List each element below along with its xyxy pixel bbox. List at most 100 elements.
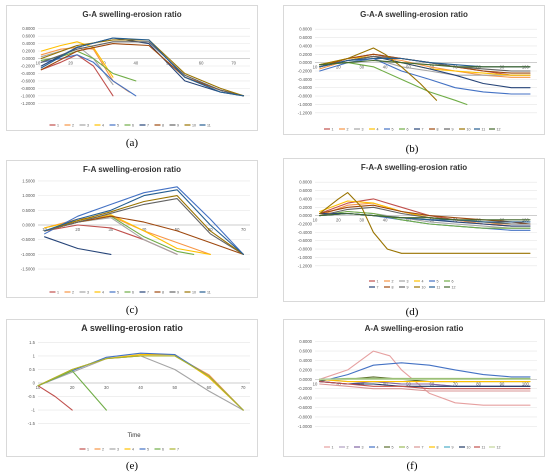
y-tick-label: -1.0000 [298,424,313,429]
series-line-5 [319,57,531,95]
series-line-11 [40,37,245,97]
legend-label: 6 [132,291,134,295]
legend-label: 2 [347,446,349,450]
legend-label: 2 [347,128,349,132]
y-tick-label: 0.6000 [299,349,312,354]
y-tick-label: -1 [31,408,35,413]
y-tick-label: -0.6000 [298,85,313,90]
x-tick-label: 30 [359,218,364,223]
x-tick-label: 60 [199,61,204,66]
y-tick-label: -1.5 [28,421,36,426]
legend-label: 11 [437,286,441,290]
y-tick-label: -1.0000 [21,252,36,257]
y-tick-label: -1.5000 [21,267,36,272]
legend-label: 3 [362,128,364,132]
legend-label: 6 [162,448,164,452]
legend-label: 7 [147,124,149,128]
x-tick-label: 40 [383,381,388,386]
y-tick-label: -0.5 [28,394,36,399]
chart-frame [283,319,545,457]
y-tick-label: 0.0000 [22,56,35,61]
y-tick-label: -1.2000 [298,263,313,268]
chart-title: F-A-A swelling-erosion ratio [361,163,467,172]
chart-f: A-A swelling-erosion ratio 0.8000 0.6000 0.… [283,319,545,457]
chart-panel-f: A-A swelling-erosion ratio 0.8000 0.6000 0.… [283,319,545,457]
y-tick-label: -0.4000 [298,77,313,82]
y-tick-label: -0.8000 [298,94,313,99]
legend-label: 3 [87,291,89,295]
x-tick-label: 20 [336,381,341,386]
legend-label: 4 [132,448,134,452]
x-tick-label: 50 [172,385,177,390]
chart-title: F-A swelling-erosion ratio [83,165,181,174]
x-tick-label: 40 [383,65,388,70]
series-line-11 [319,381,531,390]
legend-label: 8 [162,291,164,295]
x-tick-label: 10 [313,381,318,386]
legend-label: 8 [437,446,439,450]
x-tick-label: 20 [336,65,341,70]
x-tick-label: 60 [208,227,213,232]
x-tick-label: 50 [406,218,411,223]
y-tick-label: -1.0000 [21,93,36,98]
legend-label: 3 [407,280,409,284]
legend-label: 9 [452,446,454,450]
y-tick-label: 0.4000 [299,43,312,48]
x-tick-label: 40 [138,385,143,390]
x-tick-label: 70 [453,381,458,386]
x-tick-label: 30 [109,227,114,232]
y-tick-label: 0.6000 [299,35,312,40]
legend-label: 1 [332,446,334,450]
legend-label: 5 [117,291,119,295]
y-tick-label: 0.8000 [299,180,312,185]
legend-label: 11 [207,291,211,295]
series-line-11 [44,189,244,255]
x-tick-label: 20 [70,385,75,390]
legend-label: 2 [102,448,104,452]
x-axis-label: Time [127,433,141,439]
legend-label: 8 [392,286,394,290]
legend-label: 8 [437,128,439,132]
legend-label: 7 [422,128,424,132]
chart-panel-c: F-A swelling-erosion ratio 1.5000 1.0000 0.… [6,160,258,298]
y-tick-label: 0.2000 [299,205,312,210]
chart-b: G-A-A swelling-erosion ratio 0.8000 0.6000… [283,5,545,135]
legend-label: 4 [102,291,104,295]
y-tick-label: 0.0000 [22,223,35,228]
x-tick-label: 80 [476,381,481,386]
y-tick-label: -0.4000 [298,230,313,235]
x-tick-label: 20 [336,218,341,223]
x-tick-label: 10 [313,65,318,70]
series-line-7 [37,355,244,411]
legend-label: 10 [192,124,196,128]
y-tick-label: -0.2000 [298,69,313,74]
x-tick-label: 40 [383,218,388,223]
y-tick-label: 0.4000 [299,358,312,363]
y-tick-label: 1.0000 [22,193,35,198]
y-tick-label: 1 [33,353,36,358]
legend-label: 1 [377,280,379,284]
legend-label: 7 [377,286,379,290]
y-tick-label: 0.0000 [299,60,312,65]
chart-panel-a: G-A swelling-erosion ratio 0.8000 0.6000 0.… [6,5,258,131]
y-tick-label: 0.6000 [22,34,35,39]
y-tick-label: -0.2000 [298,386,313,391]
legend-label: 1 [57,124,59,128]
x-tick-label: 90 [500,381,505,386]
y-tick-label: -0.8000 [298,247,313,252]
panel-label-f: (f) [406,460,418,472]
chart-title: G-A swelling-erosion ratio [82,10,181,19]
chart-title: A swelling-erosion ratio [81,323,183,333]
y-tick-label: 1.5 [29,340,35,345]
legend-label: 9 [407,286,409,290]
x-tick-label: 40 [134,61,139,66]
series-line-5 [44,186,244,255]
legend-label: 12 [497,128,501,132]
chart-e: A swelling-erosion ratio 1.5 1 0.5 0 -0.5 -1 -1… [6,319,258,457]
y-tick-label: 0.0000 [299,213,312,218]
y-tick-label: -0.2000 [298,222,313,227]
legend-label: 1 [57,291,59,295]
chart-a: G-A swelling-erosion ratio 0.8000 0.6000 0.… [6,5,258,131]
legend-label: 7 [147,291,149,295]
legend-label: 2 [72,124,74,128]
